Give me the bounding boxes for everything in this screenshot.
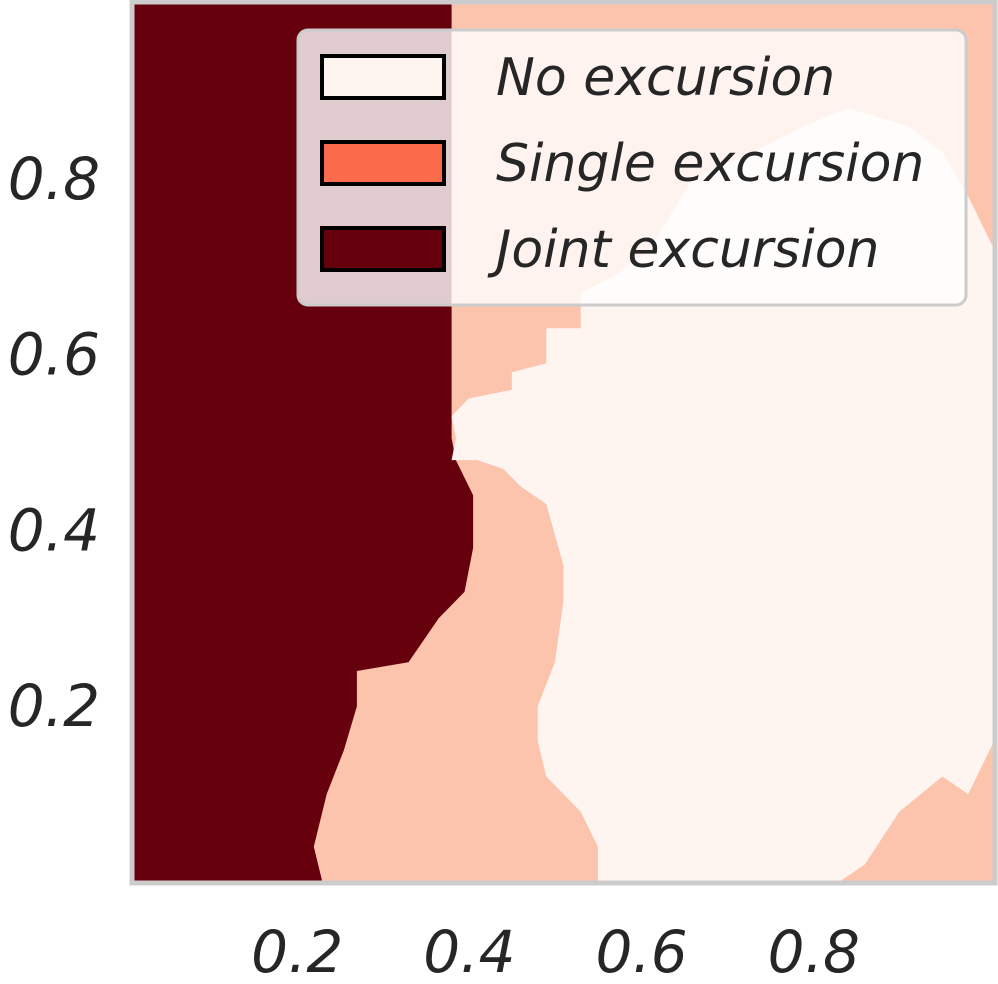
y-axis-ticks: 0.2 0.4 0.6 0.8 (8, 145, 100, 740)
x-axis-ticks: 0.2 0.4 0.6 0.8 (251, 918, 860, 984)
legend-label: Single excursion (496, 134, 924, 194)
legend-swatch (320, 54, 446, 100)
legend: No excursion Single excursion Joint excurs… (296, 28, 968, 307)
x-tick-label: 0.8 (768, 918, 860, 984)
x-tick-label: 0.6 (595, 918, 687, 984)
legend-swatch (320, 226, 446, 272)
legend-label: Joint excursion (487, 220, 879, 280)
legend-label: No excursion (496, 48, 835, 108)
x-tick-label: 0.4 (423, 918, 515, 984)
x-tick-label: 0.2 (251, 918, 343, 984)
legend-box (296, 28, 968, 307)
plot-frame (129, 0, 998, 886)
y-tick-label: 0.6 (8, 321, 100, 389)
legend-swatch (320, 140, 446, 186)
y-tick-label: 0.4 (8, 496, 100, 564)
y-tick-label: 0.8 (8, 145, 100, 213)
y-tick-label: 0.2 (8, 672, 100, 740)
